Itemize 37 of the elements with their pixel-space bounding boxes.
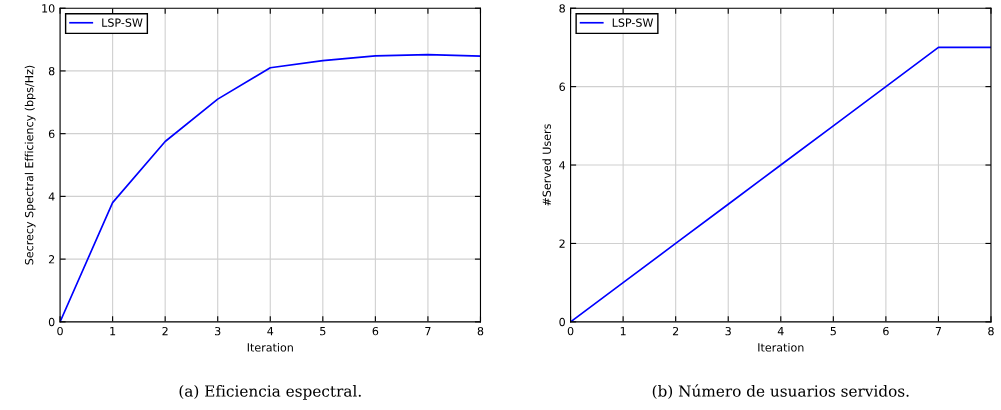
x-tick-label: 0 [567,326,574,336]
text: (a) Eficiencia espectral. [179,384,361,400]
legend-label: LSP-SW [102,18,143,27]
x-tick-label: 4 [777,327,784,336]
x-tick-label: 1 [620,327,626,336]
y-tick-label: 2 [48,255,55,264]
x-tick-label: 5 [320,327,326,336]
x-axis-title: Iteration [247,343,293,352]
x-tick-label: 3 [725,326,731,336]
y-tick-label: 10 [42,4,55,13]
y-tick-label: 4 [48,192,55,201]
x-tick-label: 6 [372,326,379,336]
x-tick-label: 8 [477,326,484,336]
x-tick-label: 7 [425,327,431,336]
y-tick-label: 0 [559,317,565,327]
x-tick-label: 0 [57,326,63,336]
x-tick-label: 2 [672,326,679,336]
x-tick-label: 7 [935,327,942,336]
y-tick-label: 0 [48,317,55,327]
x-tick-label: 3 [215,326,221,336]
y-tick-label: 4 [559,161,566,170]
y-axis-title: Secrecy Spectral Efficiency (bps/Hz) [24,65,36,265]
y-tick-label: 2 [559,239,565,248]
x-tick-label: 6 [883,326,889,336]
y-tick-label: 8 [559,4,565,13]
x-tick-label: 4 [267,327,274,336]
x-tick-label: 8 [988,326,994,336]
text: (b) Número de usuarios servidos. [652,384,909,399]
y-tick-label: 6 [48,129,55,139]
x-tick-label: 2 [162,326,168,336]
y-tick-label: 6 [559,82,566,91]
x-axis-title: Iteration [758,343,804,352]
x-tick-label: 1 [110,327,116,336]
legend-label: LSP-SW [612,18,654,27]
y-tick-label: 8 [48,66,55,76]
y-axis-title: #Served Users [542,124,551,206]
x-tick-label: 5 [830,327,836,336]
